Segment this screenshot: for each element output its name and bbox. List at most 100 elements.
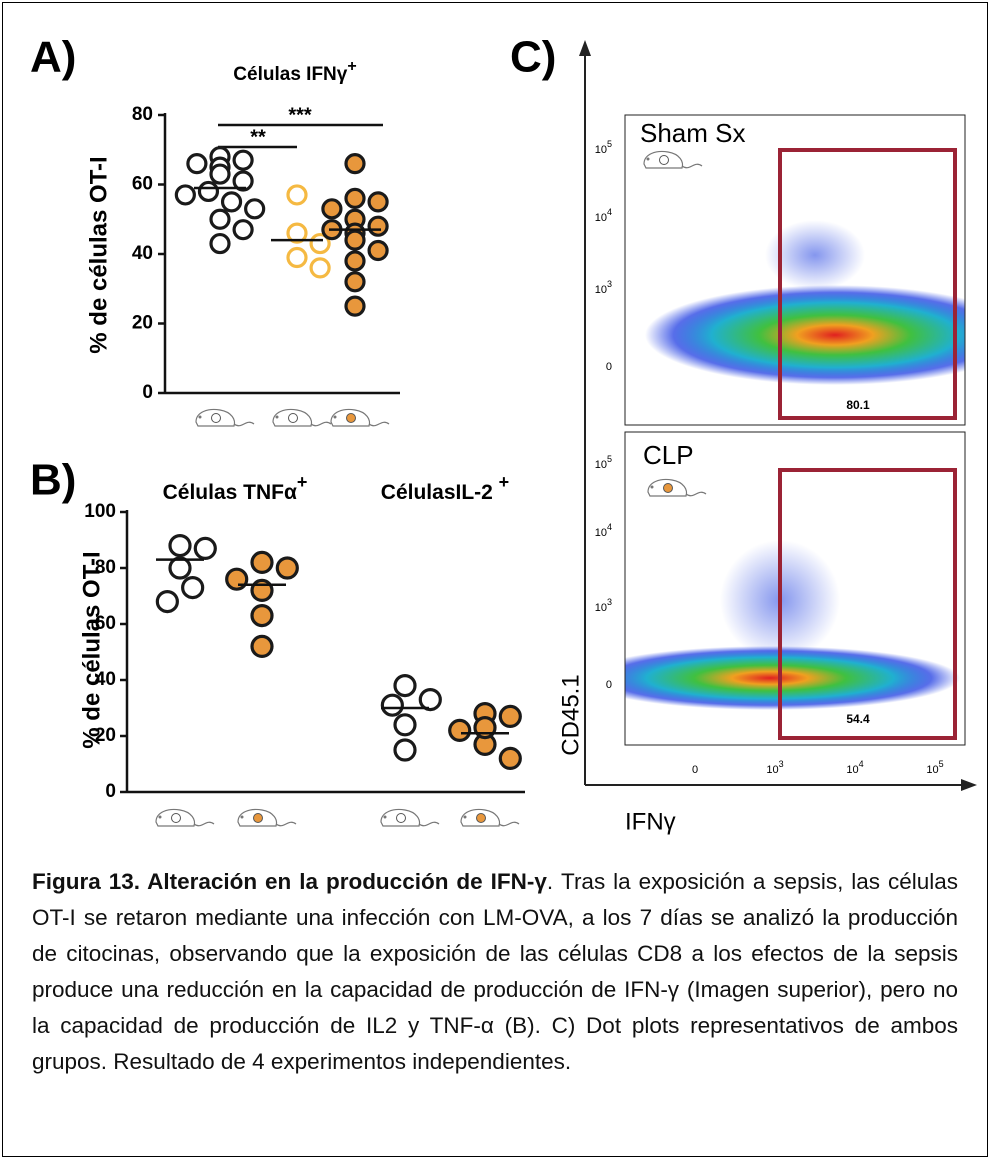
tick-base: 10 [595,602,607,614]
flow-tick-label: 105 [595,139,612,156]
data-point [209,232,231,255]
mouse-dot [663,483,673,493]
tick-exp: 3 [607,597,612,607]
mouse-tail [310,421,332,427]
tick-exp: 5 [939,759,944,769]
y-tick-label: 20 [132,313,153,334]
data-point [344,295,366,317]
mouse-eye [240,815,244,819]
subtitle-text: Células TNFα [163,481,297,504]
data-point [220,191,243,213]
y-axis-label: CD45.1 [557,674,584,755]
tick-exp: 4 [607,522,612,532]
tick-base: 10 [595,144,607,156]
data-point [286,222,308,244]
flow-tick-label: 103 [595,597,612,614]
mouse-eye [158,815,162,819]
flow-tick-label: 0 [606,679,612,691]
data-point [193,536,217,561]
flow-tick-label: 103 [766,759,783,776]
data-point [344,153,366,175]
flow-tick-label: 0 [606,361,612,373]
flow-tick-label: 103 [595,279,612,296]
mouse-eye [646,157,650,161]
data-point [186,153,208,175]
y-tick-label: 60 [95,613,116,634]
y-tick-label: 60 [132,174,153,195]
mouse-dot [396,813,406,823]
mouse-dot [211,413,221,423]
data-point [209,163,231,185]
subtitle-sup: + [499,472,510,492]
flow-decoration [579,40,977,791]
mouse-icon [460,808,520,827]
mouse-tail [498,821,520,827]
panel-subtitle: CélulasIL-2 + [381,472,509,504]
y-tick-label: 80 [95,557,116,578]
mouse-dot [171,813,181,823]
data-point [498,746,522,771]
mouse-eye [198,415,202,419]
data-point [275,556,299,580]
significance-label: *** [288,104,312,126]
panel-label: C) [510,33,556,82]
data-point [286,246,308,269]
panel-subtitle: Células TNFα+ [163,472,308,504]
data-point [181,575,205,600]
subtitle-text: CélulasIL-2 [381,481,499,504]
tick-base: 10 [595,212,607,224]
data-point [321,198,343,220]
data-point [168,556,192,580]
plot-name: Sham Sx [640,118,746,148]
data-point [393,738,417,762]
data-point [367,215,389,237]
data-point [393,673,417,698]
caption: Figura 13. Alteración en la producción d… [32,864,958,1080]
tick-exp: 4 [607,207,612,217]
plot-name: CLP [643,440,694,470]
flow-tick-label: 105 [926,759,943,776]
mouse-dot [346,413,356,423]
mouse-eye [383,815,387,819]
data-point [174,184,196,206]
mouse-icon [272,408,332,427]
y-tick-label: 40 [132,243,153,264]
mouse-tail [681,163,703,169]
panel-label: A) [30,33,76,82]
data-point [209,208,231,230]
data-point [168,533,192,558]
tick-base: 10 [926,764,938,776]
gate-value: 54.4 [846,712,870,726]
data-point [244,198,266,220]
mouse-icon [195,408,255,427]
mouse-icon [330,408,390,427]
gate-value: 80.1 [846,398,870,412]
data-point [232,149,254,171]
mouse-dot [253,813,263,823]
data-point [250,603,274,628]
subtitle-sup: + [297,472,308,492]
mouse-icon [647,478,707,497]
mouse-tail [193,821,215,827]
data-point [232,219,254,241]
title-sup: + [347,58,356,75]
tick-exp: 5 [607,454,612,464]
mouse-eye [650,485,654,489]
y-tick-label: 80 [132,104,153,125]
data-point [232,170,254,192]
data-point [367,191,389,213]
mouse-icon [155,808,215,827]
mouse-eye [463,815,467,819]
data-point [344,250,366,272]
panel-label: B) [30,456,76,505]
mouse-tail [368,421,390,427]
mouse-tail [685,491,707,497]
y-tick-label: 100 [84,501,116,522]
mouse-icon [237,808,297,827]
flow-tick-label: 104 [846,759,863,776]
data-point [393,713,417,737]
data-point [380,693,404,717]
flow-tick-label: 0 [692,764,698,776]
